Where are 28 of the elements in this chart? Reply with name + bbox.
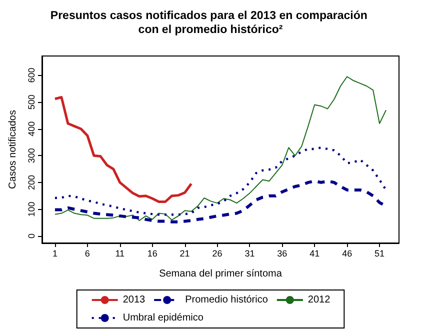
chart-title: Presuntos casos notificados para el 2013 en comparación con el promedio histórico² bbox=[50, 10, 371, 36]
y-tick-label: 500 bbox=[26, 94, 36, 110]
y-tick-label: 0 bbox=[26, 234, 36, 239]
x-tick-label: 26 bbox=[212, 248, 222, 258]
x-tick-label: 46 bbox=[342, 248, 352, 258]
line-series bbox=[54, 146, 388, 216]
x-tick-label: 16 bbox=[147, 248, 158, 258]
y-tick-label: 300 bbox=[26, 148, 36, 164]
y-tick-label: 200 bbox=[26, 174, 36, 190]
x-tick-label: 6 bbox=[84, 248, 90, 258]
x-tick-label: 11 bbox=[115, 248, 125, 258]
legend-label: Umbral epidémico bbox=[122, 312, 204, 324]
x-tick-label: 36 bbox=[277, 248, 288, 258]
legend-label: Promedio histórico bbox=[185, 294, 268, 306]
line-series bbox=[54, 76, 387, 221]
x-tick-label: 51 bbox=[374, 248, 385, 258]
x-tick-label: 1 bbox=[52, 248, 58, 258]
line-series bbox=[54, 96, 193, 203]
y-tick-label: 400 bbox=[26, 121, 36, 136]
legend-label: 2013 bbox=[122, 294, 146, 306]
x-tick-label: 41 bbox=[310, 248, 320, 258]
x-tick-label: 21 bbox=[180, 248, 190, 258]
legend-label: 2012 bbox=[308, 294, 331, 306]
y-tick-label: 100 bbox=[26, 202, 36, 217]
y-axis-title: Casos notificados bbox=[8, 110, 18, 189]
y-tick-label: 600 bbox=[26, 68, 36, 83]
x-tick-label: 31 bbox=[244, 248, 255, 258]
x-axis-title: Semana del primer síntoma bbox=[159, 268, 282, 280]
